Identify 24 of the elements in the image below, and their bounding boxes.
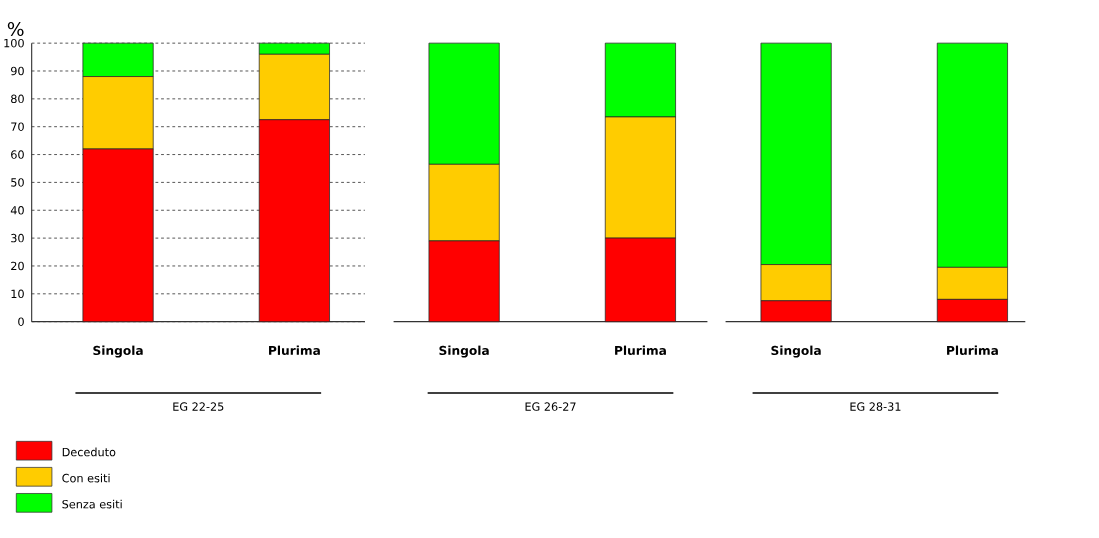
- x-axis-title: EG 22-25: [173, 402, 224, 411]
- x-axis-title: EG 26-27: [525, 402, 576, 411]
- y-tick-label: 0: [18, 317, 24, 326]
- y-tick-label: 50: [11, 178, 24, 187]
- x-tick-label: Singola: [93, 345, 143, 358]
- y-tick-label: 70: [11, 122, 24, 131]
- legend-label: Senza esiti: [62, 499, 122, 509]
- x-tick-label: Plurima: [615, 345, 666, 355]
- y-tick-label: 30: [11, 233, 24, 243]
- y-axis-title: %: [7, 21, 24, 36]
- y-tick-label: 90: [11, 66, 24, 76]
- y-tick-label: 20: [11, 261, 24, 271]
- x-tick-label: Plurima: [947, 345, 998, 355]
- x-tick-label: Singola: [771, 345, 821, 358]
- y-tick-label: 40: [10, 205, 24, 215]
- x-tick-label: Singola: [439, 345, 489, 358]
- y-tick-label: 60: [11, 150, 24, 159]
- y-tick-label: 10: [11, 289, 24, 298]
- legend-label: Deceduto: [62, 447, 116, 457]
- x-tick-label: Plurima: [269, 345, 320, 355]
- y-tick-label: 80: [11, 94, 24, 103]
- y-tick-label: 100: [4, 38, 24, 48]
- x-axis-title: EG 28-31: [850, 402, 901, 411]
- legend-label: Con esiti: [62, 473, 110, 483]
